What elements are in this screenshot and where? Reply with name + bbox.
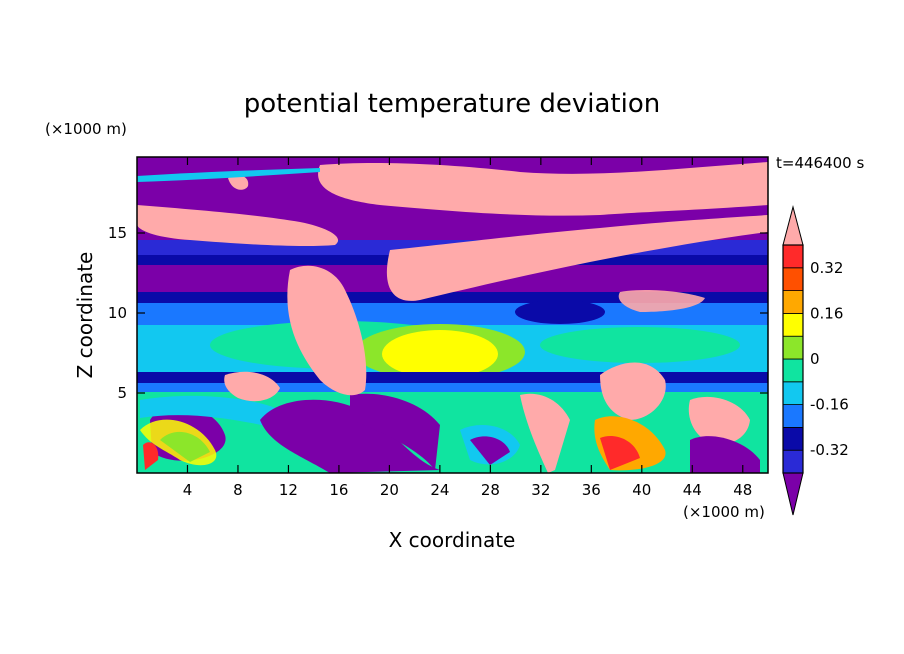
sheet-pink-left <box>137 205 339 247</box>
eddy-purple-far-right <box>690 436 760 473</box>
x-tick-label: 20 <box>380 481 399 499</box>
y-tick-label: 10 <box>108 304 127 322</box>
cold-dip-mid <box>515 300 605 324</box>
eddy-left-cyan <box>140 395 285 430</box>
sheet-pink-top <box>318 162 768 216</box>
colorbar-swatch <box>782 404 804 428</box>
plot-frame <box>136 156 769 474</box>
x-tick-label: 32 <box>531 481 550 499</box>
colorbar-swatch <box>782 335 804 360</box>
x-tick-label: 16 <box>329 481 348 499</box>
time-label: t=446400 s <box>776 154 864 172</box>
eddy-green-left <box>160 431 210 462</box>
warm-core-outer-right <box>540 327 740 363</box>
colorbar-label: 0.32 <box>810 259 843 277</box>
x-tick-label: 12 <box>279 481 298 499</box>
x-tick-label: 8 <box>233 481 243 499</box>
colorbar-label: 0.16 <box>810 304 843 322</box>
eddy-purple-mid-low <box>470 436 510 465</box>
warm-core-yellow <box>382 330 498 378</box>
x-tick-label: 40 <box>632 481 651 499</box>
x-unit-label: (×1000 m) <box>683 503 765 521</box>
plume-pink-tower <box>287 265 367 396</box>
y-axis-ticks: 5 10 15 <box>108 224 768 402</box>
plume-pink-left-low <box>224 371 280 402</box>
colorbar-label: -0.32 <box>810 441 849 459</box>
eddy-purple-2 <box>350 393 440 470</box>
x-axis-label: X coordinate <box>389 528 516 552</box>
colorbar-swatch <box>782 449 804 474</box>
eddy-pink-far-right <box>688 396 750 444</box>
eddy-red-left <box>143 442 159 470</box>
colorbar-swatch <box>782 267 804 291</box>
colorbar-label: -0.16 <box>810 396 849 414</box>
eddy-red-right <box>600 436 640 470</box>
plume-pink-right <box>600 362 666 420</box>
plume-pink-low <box>520 393 570 473</box>
blob-pink-right-mid <box>618 290 705 312</box>
blob-pink-top-left <box>228 175 249 190</box>
x-axis-ticks: 4 8 12 16 20 24 28 32 36 40 44 48 <box>183 157 752 499</box>
colorbar-swatch <box>782 290 804 314</box>
band-cyan-thin <box>137 168 320 182</box>
y-tick-label: 15 <box>108 224 127 242</box>
colorbar-swatch <box>782 244 804 269</box>
colorbar-swatch <box>782 312 804 337</box>
y-tick-label: 5 <box>117 384 127 402</box>
x-tick-label: 48 <box>733 481 752 499</box>
colorbar-swatch <box>782 426 804 451</box>
x-tick-label: 24 <box>430 481 449 499</box>
colorbar: 0.32 0.16 0 -0.16 -0.32 <box>782 205 849 516</box>
x-tick-label: 36 <box>582 481 601 499</box>
x-tick-label: 4 <box>183 481 193 499</box>
contour-field <box>137 157 768 473</box>
band-low-dodger <box>137 383 768 393</box>
x-tick-label: 28 <box>481 481 500 499</box>
colorbar-label: 0 <box>810 350 820 368</box>
colorbar-swatch <box>782 381 804 405</box>
y-axis-label: Z coordinate <box>73 252 97 379</box>
chart-title: potential temperature deviation <box>244 89 660 119</box>
colorbar-extend-low <box>782 472 804 516</box>
colorbar-extend-high <box>782 205 804 246</box>
colorbar-frame <box>782 244 804 474</box>
sheet-pink-diagonal <box>386 215 768 301</box>
x-tick-label: 44 <box>683 481 702 499</box>
eddy-purple-big <box>260 399 440 473</box>
y-unit-label: (×1000 m) <box>45 120 127 138</box>
colorbar-swatch <box>782 358 804 383</box>
